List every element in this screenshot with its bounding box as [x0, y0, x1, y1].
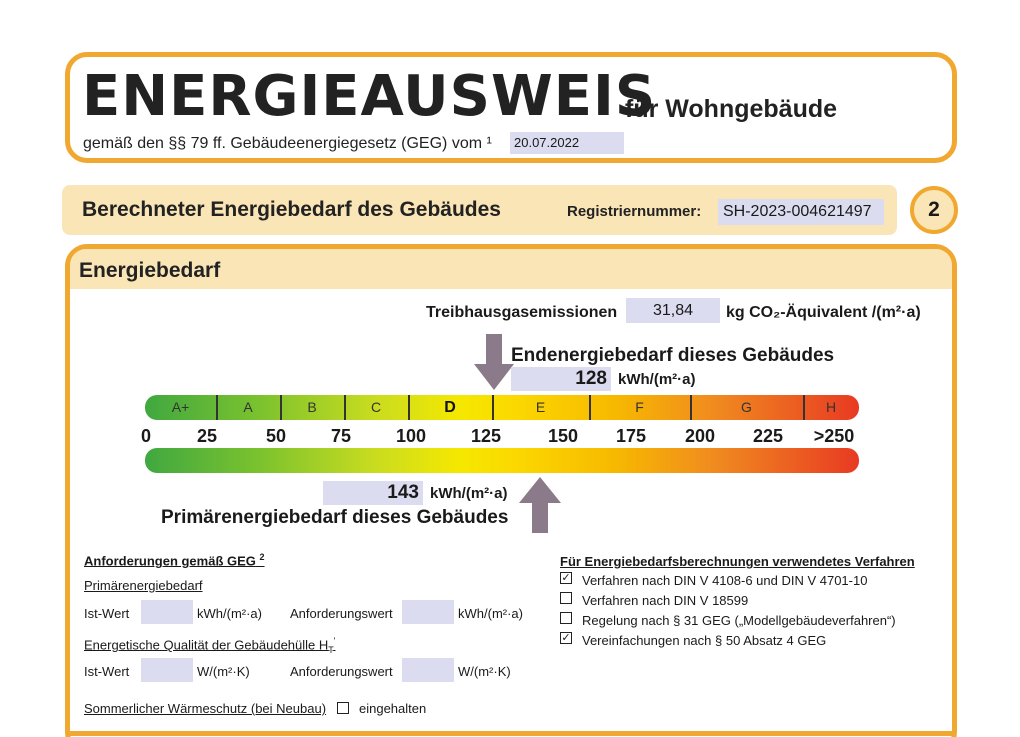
envelope-quality-title: Energetische Qualität der Gebäudehülle H… — [84, 636, 335, 655]
requirements-footnote: 2 — [259, 552, 265, 562]
ht-ist-field[interactable] — [141, 658, 193, 682]
primary-energy-unit: kWh/(m²·a) — [430, 485, 508, 502]
end-energy-arrow-icon — [474, 334, 514, 390]
requirements-title: Anforderungen gemäß GEG 2 — [84, 552, 265, 568]
method-2-checkbox[interactable] — [560, 592, 572, 604]
scale-tick-label: 200 — [684, 426, 716, 446]
scale-tick-label: 175 — [615, 426, 647, 446]
ht-ist-label: Ist-Wert — [84, 664, 130, 679]
method-1-label: Verfahren nach DIN V 4108-6 und DIN V 47… — [582, 573, 868, 588]
primary-energy-value-field[interactable]: 143 — [323, 481, 423, 505]
scale-tick-label: 0 — [140, 426, 152, 446]
scale-tick-label: 150 — [547, 426, 579, 446]
scale-tick-label: 125 — [470, 426, 502, 446]
scale-ticks — [70, 249, 71, 250]
section-title: Berechneter Energiebedarf des Gebäudes — [82, 198, 501, 221]
pe-ist-field[interactable] — [141, 600, 193, 624]
primary-energy-label: Primärenergiebedarf dieses Gebäudes — [161, 507, 509, 528]
end-energy-label: Endenergiebedarf dieses Gebäudes — [511, 345, 835, 366]
pe-ist-label: Ist-Wert — [84, 606, 130, 621]
ghg-value-field[interactable]: 31,84 — [626, 298, 720, 323]
ht-req-unit: W/(m²·K) — [458, 664, 511, 679]
method-3-label: Regelung nach § 31 GEG („Modellgebäudeve… — [582, 613, 896, 628]
method-4-checkbox[interactable]: ✓ — [560, 632, 572, 644]
registration-label: Registriernummer: — [567, 203, 702, 220]
class-cell-3: B — [307, 399, 317, 415]
class-divider — [803, 395, 805, 420]
primary-energy-arrow-icon — [519, 477, 561, 533]
registration-number-field[interactable]: SH-2023-004621497 — [718, 199, 884, 225]
method-2-label: Verfahren nach DIN V 18599 — [582, 593, 749, 608]
class-cell-1: A+ — [171, 399, 190, 415]
envelope-quality-text: Energetische Qualität der Gebäudehülle H — [84, 637, 329, 653]
class-divider — [492, 395, 494, 420]
method-4-label: Vereinfachungen nach § 50 Absatz 4 GEG — [582, 633, 827, 648]
pe-ist-unit: kWh/(m²·a) — [197, 606, 262, 621]
ghg-unit: kg CO₂-Äquivalent /(m²·a) — [726, 304, 921, 321]
panel-header: Energiebedarf — [70, 249, 952, 289]
pe-req-label: Anforderungswert — [290, 606, 393, 621]
class-cell-7: F — [635, 399, 644, 415]
issue-date-field[interactable]: 20.07.2022 — [510, 132, 624, 154]
panel-title: Energiebedarf — [79, 259, 221, 282]
ht-superscript: ' — [333, 636, 336, 646]
class-cell-2: A — [243, 399, 253, 415]
class-cell-6: E — [535, 399, 546, 415]
header-frame: ENERGIEAUSWEIS für Wohngebäude gemäß den… — [65, 52, 957, 163]
scale-tick-label: 225 — [752, 426, 784, 446]
scale-tick-label: 25 — [196, 426, 218, 446]
primary-energy-req-title: Primärenergiebedarf — [84, 578, 203, 593]
summer-protection-checkbox[interactable] — [337, 702, 349, 714]
efficiency-class-scale: A+ A B C D E F G H — [145, 395, 859, 420]
document-subtitle: für Wohngebäude — [625, 95, 838, 123]
ht-req-label: Anforderungswert — [290, 664, 393, 679]
ht-subscript: T — [328, 644, 334, 655]
class-cell-5: D — [444, 399, 456, 416]
class-divider — [408, 395, 410, 420]
class-divider — [344, 395, 346, 420]
class-divider — [216, 395, 218, 420]
section-bar: Berechneter Energiebedarf des Gebäudes R… — [62, 185, 897, 235]
end-energy-value-field[interactable]: 128 — [511, 367, 611, 391]
summer-protection-label: Sommerlicher Wärmeschutz (bei Neubau) — [84, 701, 327, 716]
scale-tick-label: 50 — [265, 426, 287, 446]
ghg-label: Treibhausgasemissionen — [426, 304, 618, 321]
ht-ist-unit: W/(m²·K) — [197, 664, 250, 679]
pe-req-field[interactable] — [402, 600, 454, 624]
document-title: ENERGIEAUSWEIS — [82, 64, 657, 129]
scale-tick-label: 100 — [395, 426, 427, 446]
energy-demand-panel: Energiebedarf Treibhausgasemissionen 31,… — [65, 244, 957, 737]
methods-title: Für Energiebedarfsberechnungen verwendet… — [560, 554, 915, 569]
method-1-checkbox[interactable]: ✓ — [560, 572, 572, 584]
law-reference: gemäß den §§ 79 ff. Gebäudeenergiegesetz… — [83, 135, 492, 152]
class-cell-9: H — [825, 399, 837, 415]
bottom-divider — [70, 731, 952, 736]
requirements-title-text: Anforderungen gemäß GEG — [84, 553, 256, 569]
class-divider — [690, 395, 692, 420]
scale-tick-label: >250 — [813, 426, 855, 446]
class-cell-8: G — [741, 399, 752, 415]
gradient-bar — [145, 448, 859, 473]
pe-req-unit: kWh/(m²·a) — [458, 606, 523, 621]
method-3-checkbox[interactable] — [560, 612, 572, 624]
class-divider — [589, 395, 591, 420]
class-divider — [280, 395, 282, 420]
ht-req-field[interactable] — [402, 658, 454, 682]
scale-tick-label: 75 — [330, 426, 352, 446]
class-cell-4: C — [370, 399, 382, 415]
end-energy-unit: kWh/(m²·a) — [618, 371, 696, 388]
page-number-badge: 2 — [910, 186, 958, 234]
summer-protection-check-label: eingehalten — [359, 701, 427, 716]
